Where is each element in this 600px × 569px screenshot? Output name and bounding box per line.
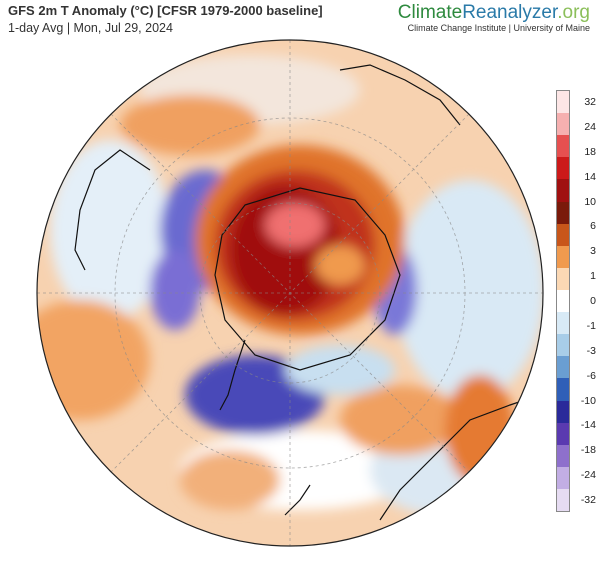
legend-swatch [557,444,569,467]
legend-swatch [557,312,569,335]
legend-swatch [557,334,569,357]
africa-outline [339,64,461,126]
legend-tick-label: 6 [590,220,596,233]
legend-swatch [557,400,569,423]
legend-colorbar [556,90,570,512]
legend-swatch [557,356,569,379]
legend-tick-label: 10 [584,195,596,208]
brand-name-part2: Reanalyzer [462,2,558,23]
antarctic-peninsula-outline [219,339,246,411]
brand-logo[interactable]: ClimateReanalyzer.org Climate Change Ins… [398,2,590,33]
legend-swatch [557,422,569,445]
legend-swatch [557,378,569,401]
graticule [37,40,543,546]
legend-tick-label: 24 [584,120,596,133]
legend-swatch [557,488,569,512]
legend-swatch [557,289,569,313]
legend-swatch [557,466,569,489]
brand-name-part3: .org [557,2,590,23]
brand-name-part1: Climate [397,2,463,23]
legend-ticks: 32 24 18 14 10 6 3 1 0 -1 -3 -6 -10 -14 -18 -24 -32 [570,90,598,512]
legend-tick-label: 3 [590,245,596,258]
legend-tick-label: -6 [586,369,596,382]
legend-swatch [557,179,569,202]
legend-swatch [557,135,569,158]
legend-tick-label: -32 [580,494,596,506]
antarctica-outline [214,187,401,371]
legend-tick-label: -3 [586,344,596,357]
legend-tick-label: 18 [584,145,596,158]
australia-outline [379,394,541,521]
legend-tick-label: -10 [580,394,596,407]
legend-tick-label: -24 [580,469,596,482]
south-america-outline [74,149,151,271]
legend-swatch [557,113,569,136]
map-subtitle: 1-day Avg | Mon, Jul 29, 2024 [8,21,173,35]
legend-swatch [557,245,569,268]
legend-tick-label: 14 [584,170,596,183]
legend-tick-label: -18 [580,444,596,457]
legend-tick-label: 1 [590,270,596,283]
brand-name: ClimateReanalyzer.org [398,2,590,24]
legend-tick-label: -14 [580,419,596,432]
legend-swatch [557,201,569,224]
brand-subline: Climate Change Institute | University of… [407,23,590,33]
legend-tick-label: 32 [584,96,596,108]
map-title: GFS 2m T Anomaly (°C) [CFSR 1979-2000 ba… [8,3,323,18]
legend-tick-label: 0 [590,295,596,307]
legend-tick-label: -1 [586,319,596,332]
globe-edge [36,39,544,547]
legend-swatch [557,223,569,246]
legend-swatch [557,157,569,180]
legend-swatch [557,91,569,114]
legend-swatch [557,267,569,290]
